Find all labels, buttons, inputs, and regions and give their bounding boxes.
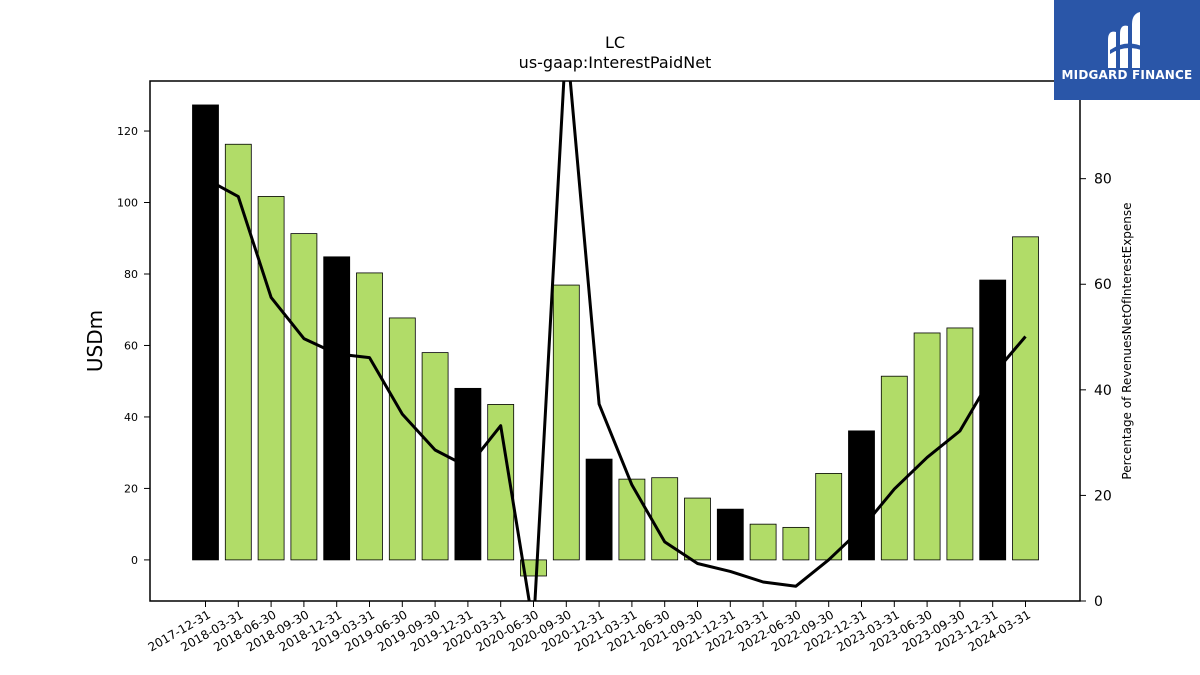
logo-mark-icon bbox=[1108, 12, 1146, 68]
bar-2019-03-31 bbox=[356, 272, 383, 561]
bar-2021-12-31 bbox=[716, 508, 744, 561]
bar-2023-03-31 bbox=[880, 375, 908, 561]
bar-2020-09-30 bbox=[552, 284, 580, 561]
y2-axis-label: Percentage of RevenuesNetOfInterestExpen… bbox=[1120, 202, 1134, 479]
y2-tick-label: 60 bbox=[1094, 277, 1112, 293]
bar-2018-12-31 bbox=[323, 256, 351, 561]
brand-logo: MIDGARD FINANCE bbox=[1054, 0, 1200, 100]
y-axis-label: USDm bbox=[83, 310, 107, 372]
line-layer bbox=[204, 81, 1027, 601]
bar-2018-09-30 bbox=[290, 233, 318, 561]
bar-2018-06-30 bbox=[257, 196, 285, 561]
y-tick-label: 60 bbox=[124, 339, 138, 352]
bar-2020-12-31 bbox=[585, 458, 613, 561]
y2-tick-label: 20 bbox=[1094, 488, 1112, 504]
bars-layer bbox=[192, 104, 1039, 577]
bar-2022-03-31 bbox=[749, 523, 777, 561]
y2-tick-label: 0 bbox=[1094, 594, 1103, 610]
y-tick-label: 120 bbox=[117, 125, 138, 138]
right-y-axis: 0 20 40 60 80 bbox=[1080, 172, 1112, 610]
y2-tick-label: 40 bbox=[1094, 383, 1112, 399]
bar-2021-09-30 bbox=[684, 497, 711, 561]
bar-2024-03-31 bbox=[1012, 236, 1039, 561]
bar-2023-12-31 bbox=[979, 279, 1007, 561]
x-axis: 2017-12-312018-03-312018-06-302018-09-30… bbox=[146, 601, 1033, 654]
chart-subtitle: us-gaap:InterestPaidNet bbox=[519, 53, 712, 72]
line-series bbox=[204, 81, 1027, 601]
bar-2022-09-30 bbox=[815, 473, 843, 561]
bar-2017-12-31 bbox=[192, 104, 219, 561]
logo-text: MIDGARD FINANCE bbox=[1061, 68, 1193, 82]
y-tick-label: 0 bbox=[131, 554, 138, 567]
bar-2020-06-30 bbox=[520, 559, 547, 577]
chart-title: LC bbox=[605, 33, 625, 52]
bar-2022-12-31 bbox=[848, 430, 875, 561]
bar-2023-06-30 bbox=[913, 332, 941, 561]
bar-2019-06-30 bbox=[388, 317, 416, 561]
bar-2018-03-31 bbox=[224, 143, 252, 561]
y-tick-label: 40 bbox=[124, 411, 138, 424]
y-tick-label: 20 bbox=[124, 482, 138, 495]
plot-frame bbox=[149, 80, 1081, 602]
bar-2022-06-30 bbox=[782, 526, 810, 561]
bar-2019-09-30 bbox=[421, 352, 449, 561]
y-tick-label: 80 bbox=[124, 268, 138, 281]
y2-tick-label: 80 bbox=[1094, 172, 1112, 188]
bar-2019-12-31 bbox=[454, 387, 482, 561]
bar-2021-03-31 bbox=[618, 478, 646, 561]
y-tick-label: 100 bbox=[117, 197, 138, 210]
bar-2023-09-30 bbox=[946, 327, 974, 561]
left-y-axis: 0 20 40 60 80 100 120 bbox=[117, 125, 150, 567]
